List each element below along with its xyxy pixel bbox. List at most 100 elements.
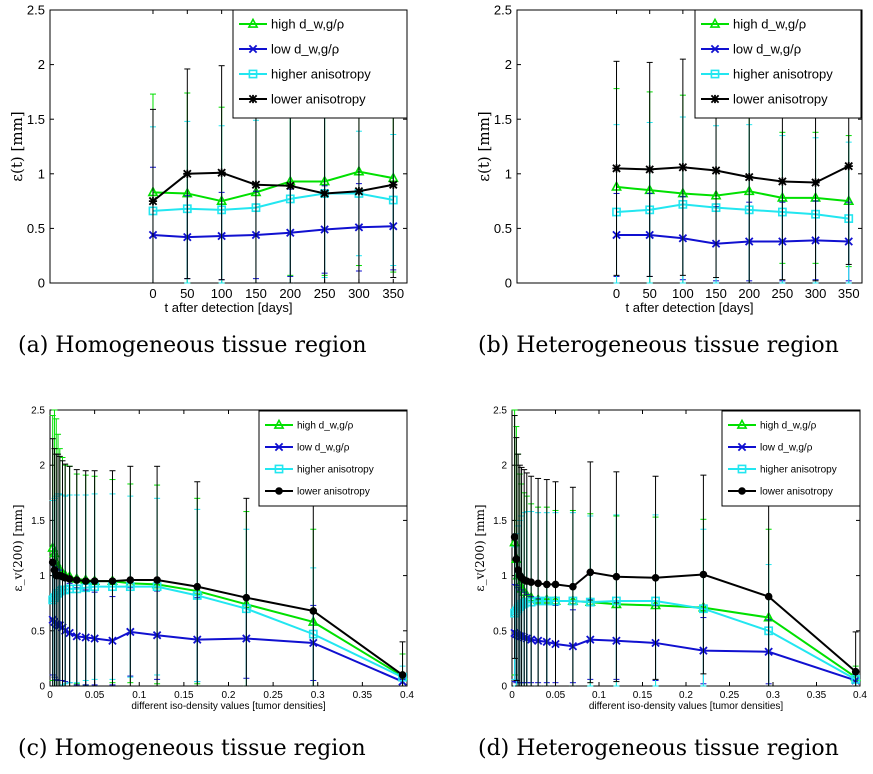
data-point (153, 576, 161, 584)
x-tick-label: 200 (738, 286, 760, 301)
caption-c: (c) Homogeneous tissue region (18, 736, 366, 761)
legend-label: lower anisotropy (760, 487, 833, 498)
x-tick-label: 200 (279, 286, 301, 301)
y-tick-label: 1 (501, 571, 507, 582)
y-tick-label: 0 (38, 276, 45, 291)
data-point (126, 576, 135, 584)
caption-a: (a) Homogeneous tissue region (18, 333, 367, 358)
legend-label: low d_w,g/ρ (271, 42, 339, 57)
data-point (744, 172, 754, 182)
chart-panel-b: 0 50 100 150 200 250 300 350 0 0.5 1 1.5 2 2.5 t after… (475, 3, 863, 315)
data-point (90, 577, 99, 585)
series-line (152, 171, 394, 202)
x-tick-label: 0.2 (222, 690, 236, 701)
data-point (183, 169, 192, 179)
y-axis-label: ε_v(200) [mm] (473, 504, 487, 591)
chart-panel-c: 0 0.05 0.1 0.15 0.2 0.25 0.3 0.35 0.4 0 0.5 1 1.5 2 2.… (11, 406, 414, 713)
legend-label: low d_w,g/ρ (733, 42, 801, 57)
legend-label: lower anisotropy (271, 92, 366, 107)
y-axis-label: ε_v(200) [mm] (11, 504, 25, 591)
y-tick-label: 2 (38, 57, 45, 72)
caption-d: (d) Heterogeneous tissue region (478, 736, 839, 761)
series-line (152, 170, 394, 203)
data-point (389, 180, 398, 189)
y-tick-label: 2 (505, 57, 512, 72)
data-point (844, 161, 853, 171)
x-tick-label: 0.05 (546, 690, 566, 701)
series-lower_aniso (148, 65, 398, 284)
x-tick-label: 0.1 (592, 690, 606, 701)
legend-label: high d_w,g/ρ (733, 17, 806, 32)
x-tick-label: 0.25 (720, 690, 740, 701)
data-point (72, 576, 81, 584)
data-point (811, 178, 820, 187)
y-tick-label: 1.5 (494, 112, 512, 127)
data-point (320, 189, 329, 198)
y-tick-label: 0.5 (494, 221, 512, 236)
data-point (108, 577, 117, 585)
x-tick-label: 0.3 (311, 690, 325, 701)
series-line (616, 233, 849, 245)
y-tick-label: 1.5 (31, 516, 45, 527)
legend-marker (274, 442, 284, 452)
legend-marker (737, 464, 747, 474)
legend-label: lower anisotropy (733, 92, 828, 107)
x-tick-label: 150 (705, 286, 727, 301)
legend-marker (248, 44, 258, 54)
x-tick-label: 0.25 (263, 690, 283, 701)
y-axis-label: ε(t) [mm] (8, 111, 26, 181)
y-tick-label: 0.5 (493, 626, 507, 637)
x-tick-label: 0.35 (807, 690, 827, 701)
y-tick-label: 2 (501, 461, 507, 472)
data-point (711, 166, 721, 175)
data-point (534, 579, 542, 588)
y-tick-label: 2.5 (27, 3, 45, 18)
legend-marker (248, 94, 258, 104)
legend-marker (248, 69, 258, 79)
series-line (616, 185, 849, 203)
data-point (645, 165, 654, 174)
x-tick-label: 350 (838, 286, 860, 301)
x-tick-label: 250 (772, 286, 794, 301)
data-point (851, 667, 860, 676)
x-tick-label: 0.3 (766, 690, 780, 701)
y-tick-label: 0.5 (27, 221, 45, 236)
data-point (510, 533, 519, 541)
data-point (569, 582, 577, 591)
data-point (65, 575, 74, 583)
data-point (242, 593, 251, 602)
x-tick-label: 300 (348, 286, 370, 301)
series-line (616, 203, 849, 220)
y-tick-label: 1.5 (493, 516, 507, 527)
x-tick-label: 0.2 (679, 690, 693, 701)
legend-marker (710, 44, 720, 54)
x-tick-label: 100 (672, 286, 694, 301)
x-tick-label: 50 (180, 286, 194, 301)
x-tick-label: 0 (613, 286, 620, 301)
legend-label: high d_w,g/ρ (760, 421, 817, 432)
data-point (551, 580, 560, 589)
legend-label: high d_w,g/ρ (271, 17, 344, 32)
legend-label: low d_w,g/ρ (297, 443, 350, 454)
legend-label: lower anisotropy (297, 487, 370, 498)
data-point (398, 671, 407, 679)
x-tick-label: 300 (805, 286, 827, 301)
series-line (152, 225, 394, 239)
legend-label: higher anisotropy (297, 465, 374, 476)
data-point (586, 568, 595, 577)
y-tick-label: 2 (39, 461, 45, 472)
legend-marker (737, 442, 747, 452)
x-axis-label: t after detection [days] (165, 300, 293, 315)
series-lower_aniso (48, 438, 407, 687)
x-axis-label: different iso-density values [tumor dens… (131, 701, 326, 712)
legend-marker (709, 17, 721, 28)
legend-marker (738, 487, 746, 495)
x-tick-label: 0.4 (400, 690, 414, 701)
legend-marker (274, 464, 284, 474)
data-point (527, 578, 535, 587)
